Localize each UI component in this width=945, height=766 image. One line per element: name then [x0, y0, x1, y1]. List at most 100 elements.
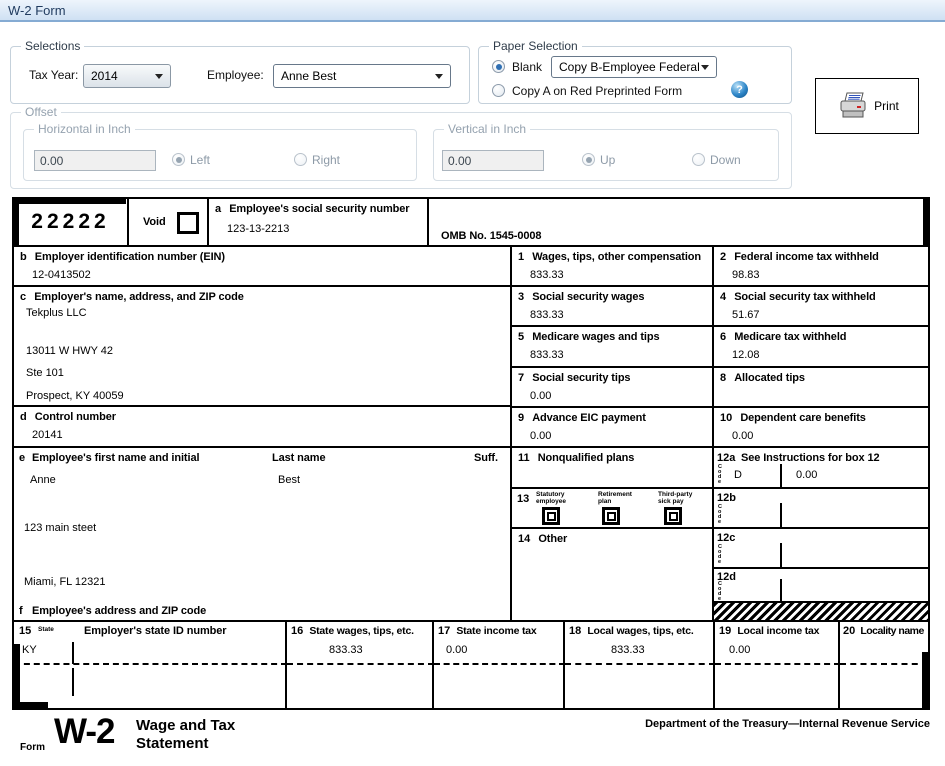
box-12c-code-label: Code [718, 544, 722, 565]
box-15: 15 State Employer's state ID number KY [14, 622, 287, 665]
box-9-number: 9 [518, 412, 525, 424]
box-20-number: 20 [843, 625, 856, 637]
ssn-value: 123-13-2213 [227, 223, 290, 235]
print-button-label: Print [874, 99, 899, 113]
employee-dropdown[interactable]: Anne Best [273, 64, 451, 88]
box-19-row2 [715, 665, 840, 708]
employer-city: Prospect, KY 40059 [26, 390, 124, 402]
box-1-value: 833.33 [530, 269, 564, 281]
box-a-label: Employee's social security number [229, 203, 410, 215]
box-d: d Control number 20141 [14, 407, 512, 448]
employee-city: Miami, FL 12321 [24, 576, 106, 588]
box-11-number: 11 [518, 452, 530, 464]
selections-group: Selections Tax Year: 2014 Employee: Anne… [10, 39, 470, 104]
omb-number: OMB No. 1545-0008 [441, 230, 542, 242]
box-c-label: Employer's name, address, and ZIP code [34, 291, 244, 303]
box-12b-code-label: Code [718, 504, 722, 525]
up-radio[interactable] [582, 153, 595, 166]
control-code-box: 22222 [14, 199, 129, 247]
employee-last-name: Best [278, 474, 301, 486]
box-19: 19 Local income tax 0.00 [715, 622, 840, 665]
right-radio[interactable] [294, 153, 307, 166]
box-19-value: 0.00 [729, 644, 751, 656]
vertical-offset-input[interactable] [442, 150, 544, 171]
box-16-number: 16 [291, 625, 304, 637]
right-radio-label[interactable]: Right [312, 153, 341, 167]
box-13: 13 Statutory employee Retirement plan Th… [512, 489, 714, 529]
vertical-offset-label: Vertical in Inch [444, 122, 531, 136]
registration-mark [923, 199, 928, 247]
box-12d-code-label: Code [718, 581, 722, 602]
registration-mark [14, 702, 48, 708]
selections-group-label: Selections [21, 39, 85, 53]
w2-title: Wage and Tax Statement [136, 717, 236, 752]
vertical-offset-group: Vertical in Inch Up Down [433, 122, 779, 181]
employer-address-2: Ste 101 [26, 367, 64, 379]
paper-selection-group: Paper Selection Blank Copy B-Employee Fe… [478, 39, 792, 104]
box-4-value: 51.67 [732, 309, 760, 321]
box-e-letter: e [19, 452, 26, 464]
box-11-label: Nonqualified plans [537, 452, 635, 464]
chevron-down-icon [701, 64, 709, 70]
box-12d-number: 12d [717, 571, 736, 583]
employee-label: Employee: [207, 68, 264, 82]
box-2: 2 Federal income tax withheld 98.83 [714, 247, 928, 287]
help-icon[interactable]: ? [731, 81, 748, 98]
print-button[interactable]: Print [815, 78, 919, 134]
box-6: 6 Medicare tax withheld 12.08 [714, 327, 928, 368]
tax-year-dropdown[interactable]: 2014 [83, 64, 171, 88]
up-radio-label[interactable]: Up [600, 153, 616, 167]
box-3: 3 Social security wages 833.33 [512, 287, 714, 327]
printer-icon [840, 92, 866, 118]
box-18-label: Local wages, tips, etc. [587, 625, 694, 637]
box-c-letter: c [20, 291, 27, 303]
employer-address-1: 13011 W HWY 42 [26, 345, 114, 357]
statutory-employee-label: Statutory employee [536, 491, 566, 505]
state-value: KY [22, 644, 37, 656]
box-15-state-label: State [38, 626, 54, 633]
box-12c-number: 12c [717, 532, 736, 544]
copy-a-red-radio[interactable] [492, 84, 505, 97]
box-7: 7 Social security tips 0.00 [512, 368, 714, 408]
offset-group-label: Offset [21, 105, 61, 119]
box-12a-value: 0.00 [796, 469, 818, 481]
w2-form-preview: 22222 Void a Employee's social security … [12, 197, 930, 710]
box-5-number: 5 [518, 331, 525, 343]
box-18-row2 [565, 665, 715, 708]
question-mark: ? [736, 83, 743, 96]
down-radio[interactable] [692, 153, 705, 166]
omb-box: OMB No. 1545-0008 [429, 199, 928, 247]
down-radio-label[interactable]: Down [710, 153, 741, 167]
registration-mark [14, 199, 19, 245]
box-17: 17 State income tax 0.00 [434, 622, 565, 665]
box-9-label: Advance EIC payment [532, 412, 646, 424]
box-10-number: 10 [720, 412, 733, 424]
copy-type-dropdown[interactable]: Copy B-Employee Federal [551, 56, 717, 78]
retirement-plan-checkbox [602, 507, 620, 525]
horizontal-offset-input[interactable] [34, 150, 156, 171]
state-id-label: Employer's state ID number [84, 625, 227, 637]
box-5: 5 Medicare wages and tips 833.33 [512, 327, 714, 368]
control-number-value: 20141 [32, 429, 63, 441]
w2-footer: Form W-2 Wage and Tax Statement Departme… [12, 712, 930, 764]
copy-a-red-radio-label[interactable]: Copy A on Red Preprinted Form [512, 84, 683, 98]
left-radio-label[interactable]: Left [190, 153, 211, 167]
box-8-number: 8 [720, 372, 727, 384]
box-17-number: 17 [438, 625, 451, 637]
box-a-letter: a [215, 203, 222, 215]
box-6-number: 6 [720, 331, 727, 343]
box-7-label: Social security tips [532, 372, 631, 384]
treasury-line: Department of the Treasury—Internal Reve… [645, 718, 930, 730]
box-15-number: 15 [19, 625, 32, 637]
chevron-down-icon [155, 73, 163, 79]
box-8: 8 Allocated tips [714, 368, 928, 408]
box-c: c Employer's name, address, and ZIP code… [14, 287, 512, 407]
blank-radio[interactable] [492, 60, 505, 73]
blank-radio-label[interactable]: Blank [512, 60, 543, 74]
void-label: Void [143, 216, 166, 228]
left-radio[interactable] [172, 153, 185, 166]
box-12c: 12c Code [714, 529, 928, 569]
void-box: Void [129, 199, 209, 247]
form-word: Form [20, 742, 45, 753]
